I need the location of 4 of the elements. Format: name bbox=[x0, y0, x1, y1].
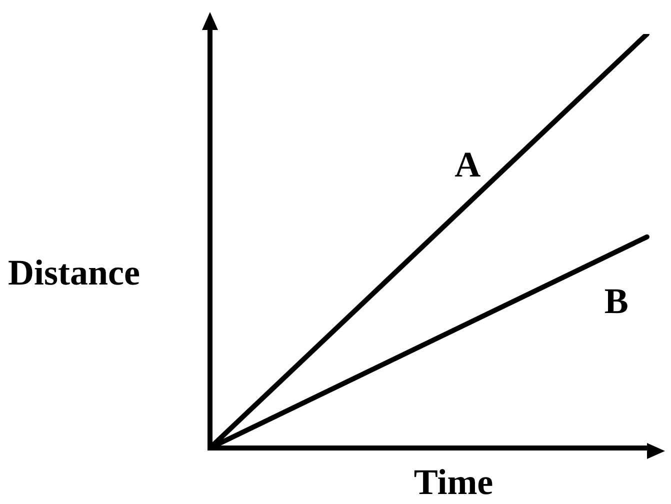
series-label: B bbox=[604, 280, 628, 321]
x-axis-title: Time bbox=[414, 462, 494, 502]
series-label: A bbox=[454, 144, 481, 184]
y-axis-title: Distance bbox=[8, 252, 140, 292]
